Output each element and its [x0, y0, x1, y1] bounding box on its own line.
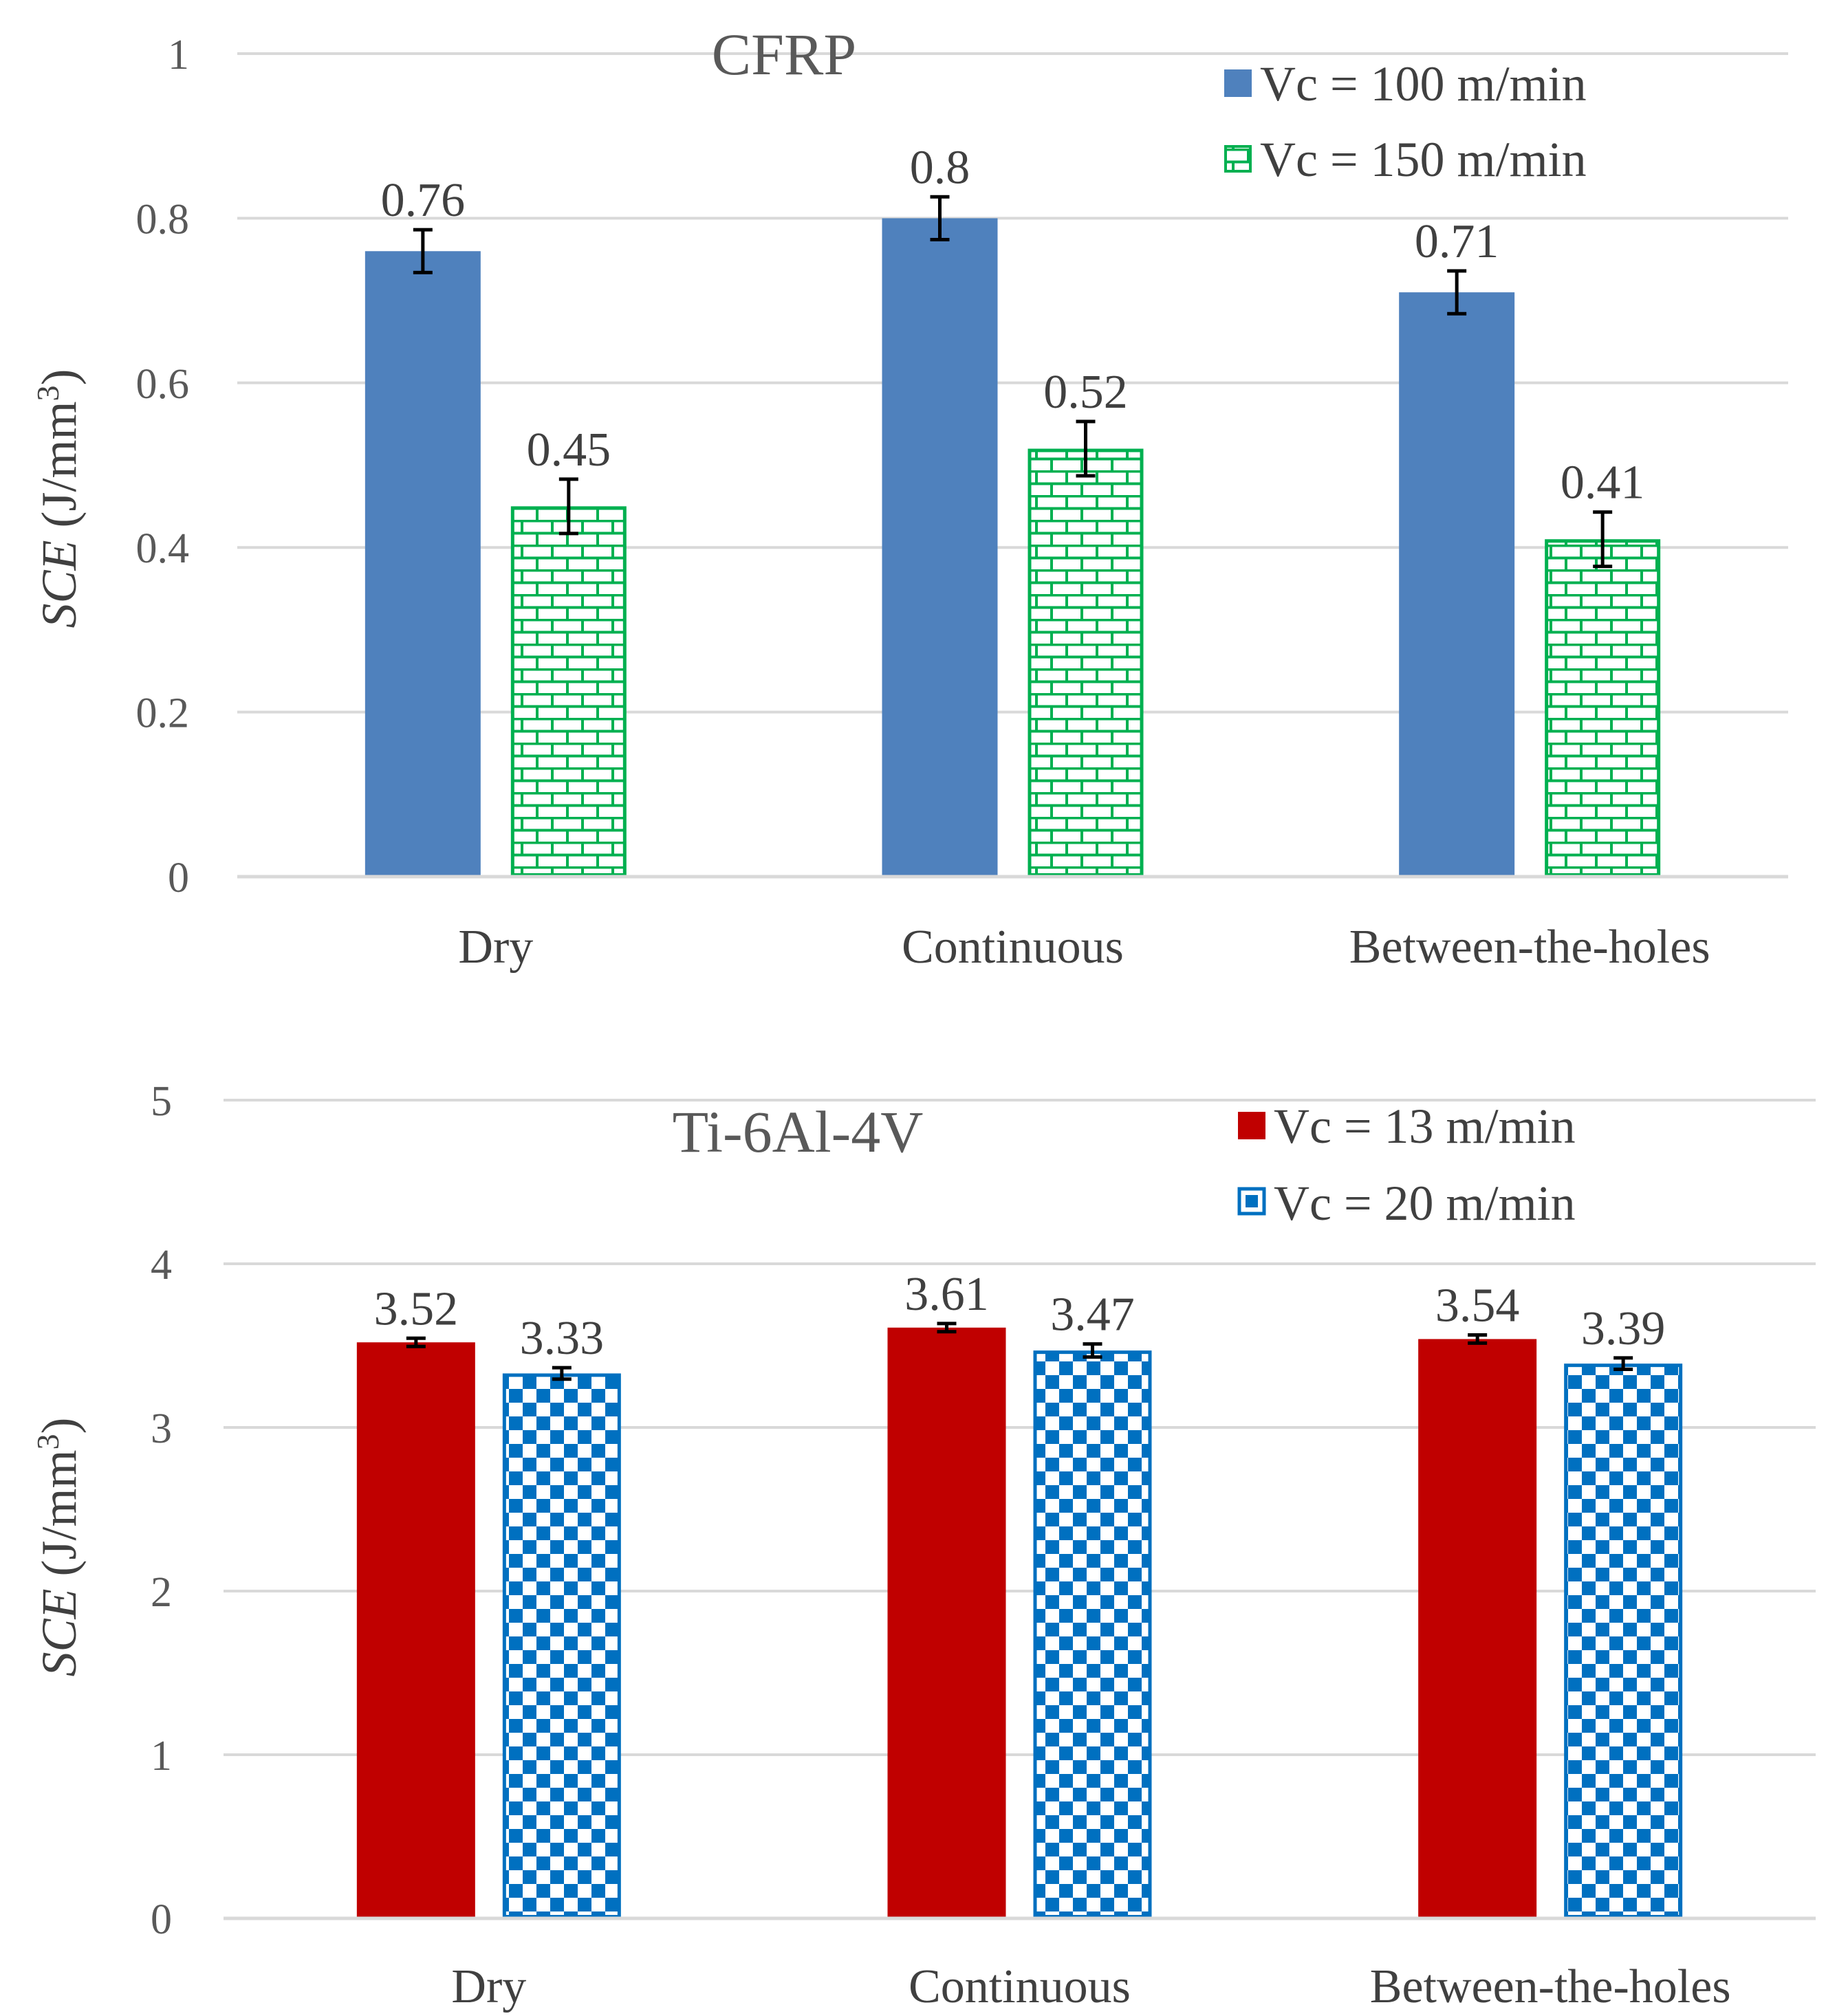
cfrp-y-axis-label-unit: (J/mm: [32, 401, 87, 540]
cfrp-data-label: 0.8: [910, 141, 970, 194]
ti6al4v-legend-label-2: Vc = 20 m/min: [1274, 1176, 1576, 1231]
ti6al4v-legend-item-1: Vc = 13 m/min: [1238, 1099, 1576, 1154]
ti6al4v-y-tick-label: 5: [151, 1078, 172, 1125]
ti6al4v-bar: [1033, 1350, 1152, 1918]
cfrp-error-bar: [1447, 269, 1467, 316]
ti6al4v-legend-swatch-2-inner: [1246, 1195, 1258, 1207]
cfrp-y-tick-label: 0.4: [136, 525, 190, 572]
ti6al4v-y-axis-label: SCE (J/mm3): [30, 1417, 87, 1676]
ti6al4v-y-tick-label: 3: [151, 1405, 172, 1452]
cfrp-y-axis-label-exponent: 3: [30, 385, 65, 401]
cfrp-x-tick-label: Continuous: [902, 921, 1124, 974]
cfrp-legend-swatch-1: [1224, 69, 1252, 97]
cfrp-error-bar: [558, 477, 578, 536]
cfrp-chart-title: CFRP: [712, 21, 856, 87]
ti6al4v-y-axis-label-exponent: 3: [30, 1434, 65, 1449]
cfrp-legend: Vc = 100 m/min Vc = 150 m/min: [1224, 56, 1587, 187]
ti6al4v-bar: [502, 1373, 621, 1918]
cfrp-y-tick-label: 1: [168, 32, 189, 78]
ti6al4v-error-bar: [937, 1322, 957, 1334]
ti6al4v-data-label: 3.33: [520, 1312, 605, 1365]
cfrp-x-tick-label: Between-the-holes: [1349, 921, 1710, 974]
cfrp-y-axis-label: SCE (J/mm3): [30, 369, 87, 628]
ti6al4v-data-label: 3.47: [1050, 1289, 1135, 1341]
ti6al4v-y-ticks: 0 1 2 3 4 5: [151, 1078, 172, 1943]
ti6al4v-y-tick-label: 2: [151, 1569, 172, 1616]
ti6al4v-error-bar: [1613, 1356, 1633, 1372]
ti6al4v-x-tick-labels: Dry Continuous Between-the-holes: [451, 1960, 1730, 2013]
ti6al4v-data-label: 3.39: [1581, 1302, 1666, 1355]
cfrp-bar: [1399, 292, 1515, 877]
cfrp-y-axis-label-close: ): [32, 369, 87, 385]
cfrp-error-bar: [1593, 510, 1613, 569]
cfrp-legend-item-2: Vc = 150 m/min: [1224, 132, 1587, 187]
cfrp-y-axis-label-quantity: SCE: [32, 540, 87, 628]
cfrp-legend-item-1: Vc = 100 m/min: [1224, 56, 1587, 111]
cfrp-y-tick-label: 0.8: [136, 196, 190, 243]
cfrp-error-bar: [930, 195, 950, 242]
cfrp-bar: [1028, 448, 1144, 877]
ti6al4v-legend-swatch-1: [1238, 1112, 1265, 1139]
ti6al4v-bar: [356, 1342, 475, 1918]
ti6al4v-chart: 0 1 2 3 4 5 3.52 3.33 3.61 3.47 3.54 3.39 Dry Conti…: [30, 1078, 1816, 2013]
ti6al4v-y-tick-label: 4: [151, 1242, 172, 1289]
ti6al4v-gridlines: [224, 1099, 1816, 1920]
cfrp-chart: 0 0.2 0.4 0.6 0.8 1 0.76 0.45 0.8 0.52 0.71 0.41 D…: [30, 21, 1788, 974]
ti6al4v-y-axis-label-unit: (J/mm: [32, 1449, 87, 1588]
cfrp-x-tick-labels: Dry Continuous Between-the-holes: [458, 921, 1710, 974]
cfrp-data-label: 0.76: [381, 174, 466, 227]
cfrp-legend-label-1: Vc = 100 m/min: [1260, 56, 1587, 111]
ti6al4v-legend-item-2: Vc = 20 m/min: [1237, 1176, 1576, 1231]
ti6al4v-chart-title: Ti-6Al-4V: [673, 1099, 924, 1165]
cfrp-data-label: 0.71: [1415, 215, 1499, 268]
cfrp-bar: [882, 218, 998, 877]
ti6al4v-x-tick-label: Dry: [451, 1960, 526, 2013]
cfrp-bar: [365, 251, 481, 877]
ti6al4v-y-tick-label: 0: [151, 1896, 172, 1943]
cfrp-y-ticks: 0 0.2 0.4 0.6 0.8 1: [136, 32, 190, 901]
ti6al4v-y-axis-label-close: ): [32, 1417, 87, 1434]
cfrp-y-tick-label: 0.6: [136, 361, 190, 408]
cfrp-error-bar: [1076, 419, 1096, 478]
ti6al4v-error-bar: [1083, 1342, 1102, 1359]
ti6al4v-data-label: 3.54: [1435, 1280, 1520, 1333]
ti6al4v-data-label: 3.61: [904, 1268, 989, 1321]
cfrp-y-tick-label: 0.2: [136, 690, 190, 737]
cfrp-x-tick-label: Dry: [458, 921, 533, 974]
ti6al4v-legend: Vc = 13 m/min Vc = 20 m/min: [1237, 1099, 1576, 1231]
ti6al4v-error-bar: [406, 1336, 426, 1348]
cfrp-data-label: 0.52: [1043, 366, 1128, 419]
cfrp-error-bar: [413, 228, 433, 274]
ti6al4v-y-tick-label: 1: [151, 1733, 172, 1779]
ti6al4v-bar: [1418, 1339, 1537, 1918]
ti6al4v-bar: [887, 1327, 1006, 1918]
cfrp-legend-label-2: Vc = 150 m/min: [1260, 132, 1587, 187]
cfrp-bars: 0.76 0.45 0.8 0.52 0.71 0.41: [365, 141, 1661, 877]
cfrp-bar: [1545, 539, 1661, 877]
ti6al4v-error-bar: [552, 1366, 572, 1381]
ti6al4v-bar: [1564, 1363, 1683, 1919]
ti6al4v-x-tick-label: Continuous: [909, 1960, 1131, 2013]
ti6al4v-legend-label-1: Vc = 13 m/min: [1274, 1099, 1576, 1154]
ti6al4v-error-bar: [1468, 1333, 1488, 1345]
cfrp-y-tick-label: 0: [168, 855, 189, 901]
ti6al4v-y-axis-label-quantity: SCE: [32, 1588, 87, 1676]
ti6al4v-data-label: 3.52: [374, 1282, 459, 1335]
ti6al4v-bars: 3.52 3.33 3.61 3.47 3.54 3.39: [356, 1268, 1683, 1919]
cfrp-bar: [510, 506, 627, 877]
cfrp-data-label: 0.45: [527, 424, 611, 476]
cfrp-data-label: 0.41: [1561, 457, 1645, 510]
cfrp-legend-swatch-2: [1224, 145, 1252, 173]
ti6al4v-x-tick-label: Between-the-holes: [1370, 1960, 1731, 2013]
